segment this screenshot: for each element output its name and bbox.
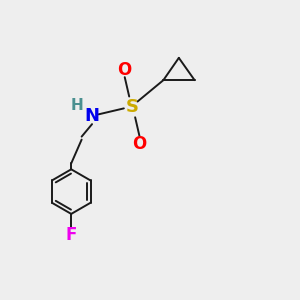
Text: H: H	[71, 98, 84, 113]
Text: O: O	[133, 135, 147, 153]
Text: F: F	[65, 226, 77, 244]
Text: N: N	[85, 107, 100, 125]
Text: O: O	[118, 61, 132, 79]
Text: S: S	[126, 98, 139, 116]
